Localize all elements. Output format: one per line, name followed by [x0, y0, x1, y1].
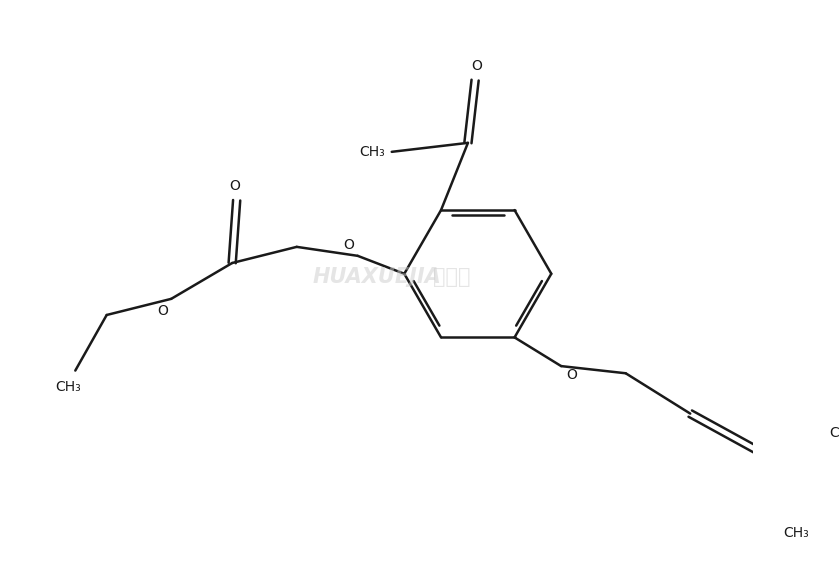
- Text: CH₃: CH₃: [829, 426, 840, 440]
- Text: HUAXUEJIA: HUAXUEJIA: [312, 267, 441, 287]
- Text: O: O: [344, 238, 354, 252]
- Text: CH₃: CH₃: [360, 145, 385, 159]
- Text: CH₃: CH₃: [55, 380, 81, 394]
- Text: O: O: [566, 368, 577, 382]
- Text: O: O: [471, 59, 482, 73]
- Text: O: O: [157, 305, 168, 319]
- Text: CH₃: CH₃: [783, 526, 809, 540]
- Text: O: O: [229, 179, 240, 193]
- Text: 化学加: 化学加: [433, 267, 470, 287]
